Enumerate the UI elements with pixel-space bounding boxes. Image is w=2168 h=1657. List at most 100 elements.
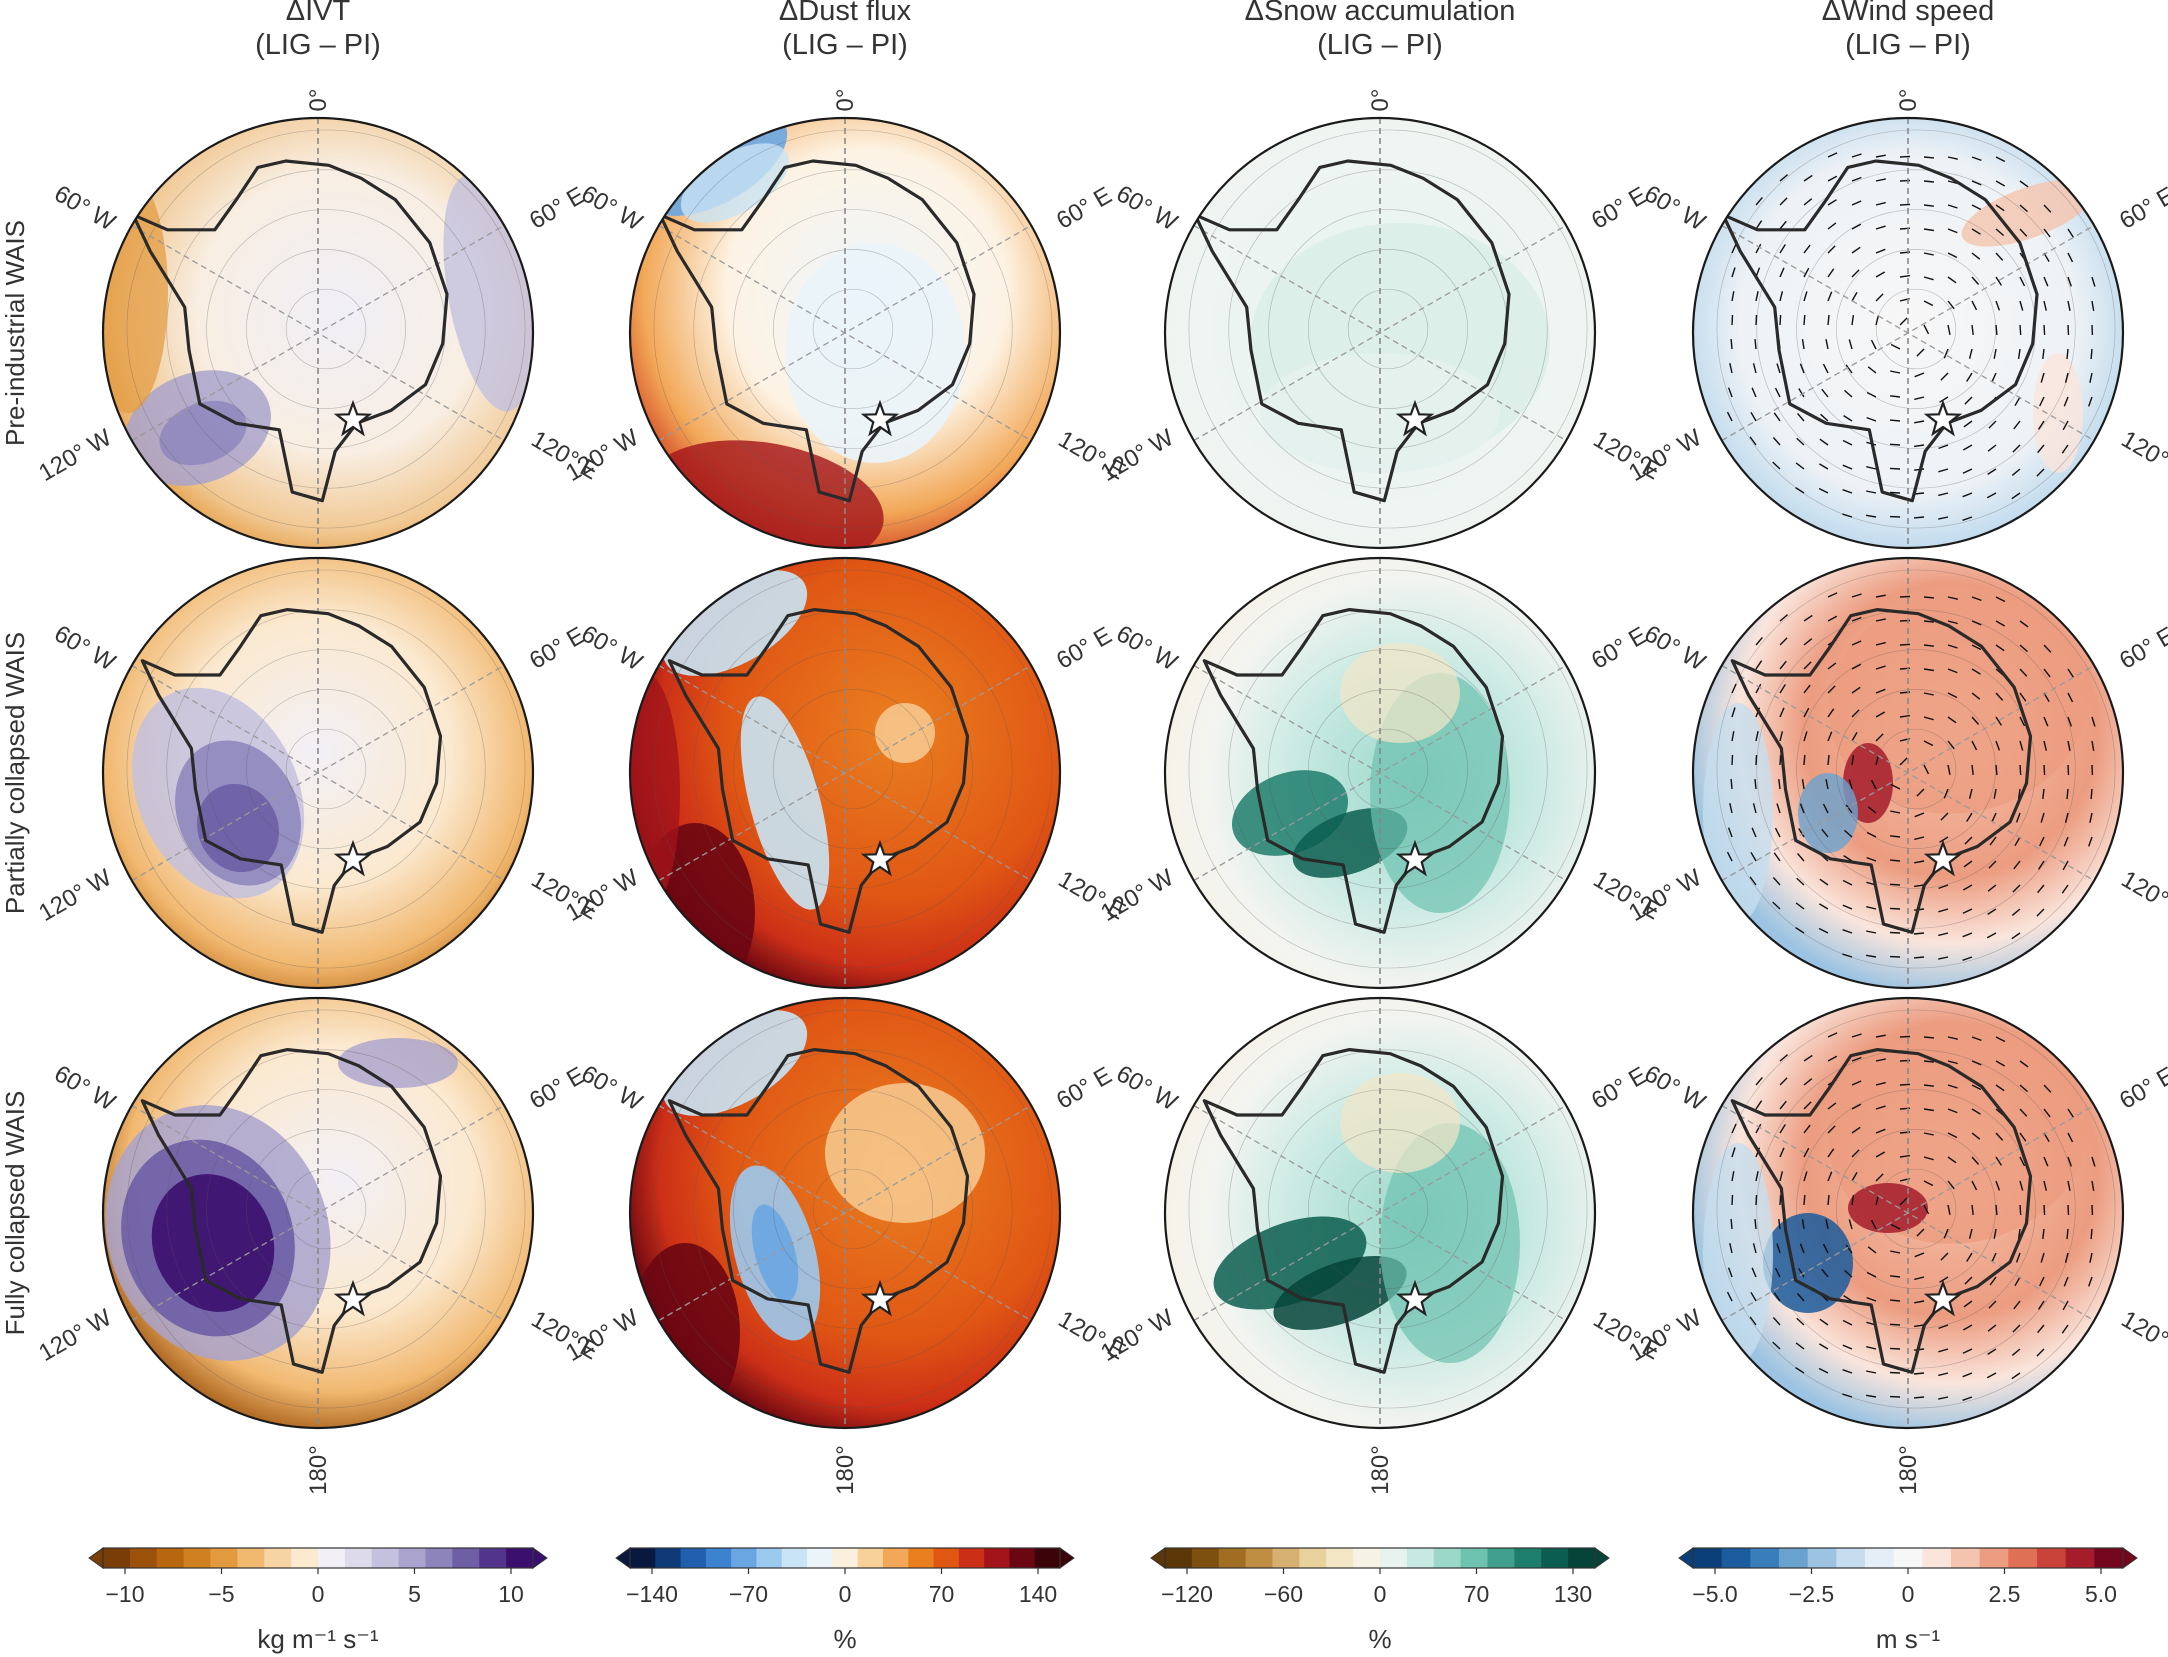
lon-label-60w: 60° W — [1640, 1060, 1711, 1116]
colorbar-extend-max — [2122, 1547, 2138, 1569]
colorbar-extend-min — [615, 1547, 631, 1569]
lon-label-60e: 60° E — [1052, 1062, 1117, 1115]
antarctica-coastline — [1202, 608, 1505, 934]
lon-label-60e: 60° E — [1587, 622, 1652, 675]
colorbar-extend-max — [1059, 1547, 1075, 1569]
site-marker-star-icon — [333, 1279, 373, 1317]
lon-label-60w: 60° W — [577, 180, 648, 236]
colorbar-swatch — [318, 1548, 346, 1568]
colorbar-swatch — [1034, 1548, 1061, 1568]
colorbar-swatch — [264, 1548, 292, 1568]
lon-label-120e: 120° E — [2117, 866, 2168, 926]
site-marker-star-icon — [333, 399, 373, 437]
map-frame — [628, 556, 1062, 990]
map-frame — [101, 556, 535, 990]
colorbar-swatch — [756, 1548, 783, 1568]
lon-label-60w: 60° W — [1112, 1060, 1183, 1116]
colorbar-tick-label: −60 — [1264, 1581, 1303, 1607]
colorbar-swatch — [630, 1548, 656, 1568]
colorbar-swatch — [1514, 1548, 1542, 1568]
row-label-pre-industrial: Pre-industrial WAIS — [0, 220, 30, 446]
colorbar-swatch — [1893, 1548, 1923, 1568]
colorbar-swatch — [1009, 1548, 1036, 1568]
colorbar-swatch — [832, 1548, 859, 1568]
colorbar-swatch — [479, 1548, 507, 1568]
colorbar-swatch — [680, 1548, 707, 1568]
colorbar-tick-label: −70 — [729, 1581, 768, 1607]
column-title-dust: ΔDust flux — [779, 0, 912, 27]
colorbar-swatch — [908, 1548, 935, 1568]
lon-label-120w: 120° W — [561, 424, 643, 487]
antarctica-coastline — [1730, 1048, 2033, 1374]
lon-label-60e: 60° E — [2115, 1062, 2168, 1115]
lon-label-60w: 60° W — [50, 180, 121, 236]
colorbar-tick-label: 130 — [1554, 1581, 1592, 1607]
colorbar-swatch — [291, 1548, 319, 1568]
site-marker-star-icon — [860, 839, 900, 877]
colorbar-tick-label: 2.5 — [1989, 1581, 2021, 1607]
lon-label-60w: 60° W — [50, 620, 121, 676]
map-frame — [1163, 996, 1597, 1430]
antarctica-coastline — [1730, 608, 2033, 934]
colorbars: −10 −5 0 5 10 kg m⁻¹ s⁻¹ −140 −70 0 70 140% −120 −60… — [88, 1547, 2138, 1654]
colorbar-unit: % — [1368, 1624, 1391, 1654]
colorbar-extend-min — [88, 1547, 104, 1569]
site-marker-star-icon — [333, 839, 373, 877]
site-marker-star-icon — [1923, 839, 1963, 877]
lon-label-60e: 60° E — [1587, 182, 1652, 235]
colorbar-swatch — [984, 1548, 1011, 1568]
lon-label-60e: 60° E — [1052, 622, 1117, 675]
column-title-wind: ΔWind speed — [1822, 0, 1995, 27]
colorbar-swatch — [1460, 1548, 1489, 1568]
column-subtitle-dust: (LIG – PI) — [782, 29, 908, 61]
column-title-ivt: ΔIVT — [286, 0, 351, 27]
colorbar-tick-label: 5.0 — [2085, 1581, 2117, 1607]
colorbar-extend-min — [1150, 1547, 1166, 1569]
lon-label-60e: 60° E — [525, 1062, 590, 1115]
colorbar-tick-label: −5 — [208, 1581, 234, 1607]
map-frame — [1691, 116, 2125, 550]
colorbar-tick-label: −140 — [626, 1581, 678, 1607]
map-frame — [101, 116, 535, 550]
site-marker-star-icon — [1395, 1279, 1435, 1317]
lon-label-60w: 60° W — [1640, 180, 1711, 236]
colorbar-swatch — [857, 1548, 884, 1568]
site-marker-star-icon — [860, 399, 900, 437]
colorbar-swatch — [1922, 1548, 1952, 1568]
lon-label-180: 180° — [1895, 1445, 1922, 1495]
colorbar-swatch — [1433, 1548, 1462, 1568]
lon-label-120w: 120° W — [34, 1304, 116, 1367]
lon-label-120w: 120° W — [1096, 424, 1178, 487]
lon-label-120w: 120° W — [1096, 1304, 1178, 1367]
lon-label-60w: 60° W — [50, 1060, 121, 1116]
lon-label-120w: 120° W — [561, 864, 643, 927]
colorbar-swatch — [1951, 1548, 1981, 1568]
lon-label-60w: 60° W — [1112, 620, 1183, 676]
lon-label-0: 0° — [1367, 89, 1394, 112]
site-marker-star-icon — [1923, 399, 1963, 437]
colorbar-swatch — [1380, 1548, 1408, 1568]
lon-label-60e: 60° E — [1587, 1062, 1652, 1115]
lon-label-0: 0° — [305, 89, 332, 112]
lon-label-120w: 120° W — [1624, 424, 1706, 487]
colorbar-swatch — [1165, 1548, 1193, 1568]
colorbar-swatch — [705, 1548, 732, 1568]
colorbar-tick-label: 140 — [1019, 1581, 1057, 1607]
column-subtitle-snow: (LIG – PI) — [1317, 29, 1443, 61]
colorbar-wind: −5.0 −2.5 0 2.5 5.0 m s⁻¹ — [1678, 1547, 2138, 1654]
lon-label-120w: 120° W — [1624, 864, 1706, 927]
colorbar-extend-max — [532, 1547, 548, 1569]
colorbar-swatch — [1191, 1548, 1220, 1568]
lon-label-120w: 120° W — [1096, 864, 1178, 927]
lon-label-120e: 120° E — [2117, 426, 2168, 486]
colorbar-swatch — [1299, 1548, 1327, 1568]
map-frame — [1163, 556, 1597, 990]
colorbar-swatch — [1865, 1548, 1895, 1568]
colorbar-tick-label: 10 — [498, 1581, 524, 1607]
